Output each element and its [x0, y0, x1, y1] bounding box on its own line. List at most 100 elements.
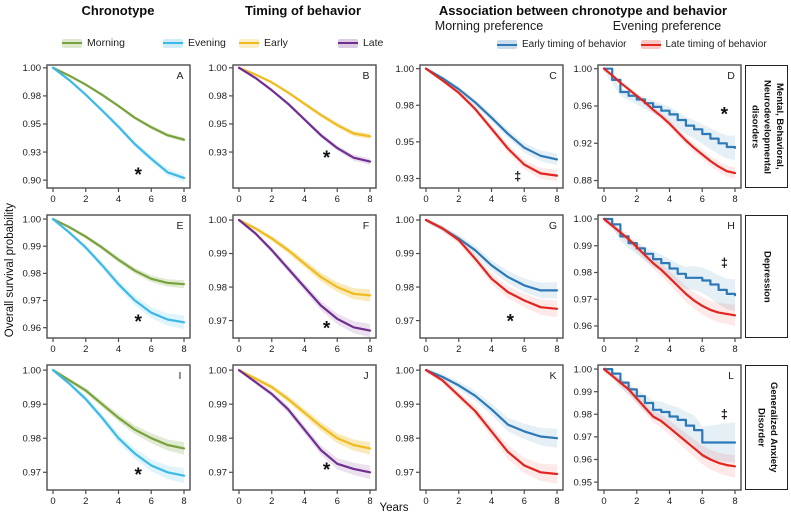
- svg-text:2: 2: [269, 194, 274, 205]
- svg-text:0.98: 0.98: [396, 100, 415, 111]
- svg-text:8: 8: [181, 496, 186, 507]
- svg-text:1.00: 1.00: [209, 63, 228, 74]
- svg-text:4: 4: [489, 496, 494, 507]
- svg-text:8: 8: [732, 496, 737, 507]
- legend-label-late: Late: [362, 37, 384, 49]
- svg-text:E: E: [176, 220, 183, 232]
- svg-text:0.95: 0.95: [574, 477, 593, 488]
- svg-text:1.00: 1.00: [574, 64, 593, 75]
- svg-text:0.98: 0.98: [23, 91, 42, 102]
- legend-item-morning: Morning: [62, 37, 125, 49]
- svg-text:*: *: [507, 312, 515, 333]
- survival-chart-K: 1.00 0.99 0.98 0.97 0 2 4 6 8 K: [396, 364, 564, 507]
- survival-chart-H: 1.00 0.99 0.98 0.97 0.96 0 2 4 6 8 H ‡: [574, 214, 742, 355]
- late-timing-line-swatch: [640, 40, 661, 49]
- legend-label-morning: Morning: [87, 37, 125, 49]
- evening-line-swatch: [162, 38, 183, 48]
- svg-text:0: 0: [50, 496, 55, 507]
- panel-L: 1.00 0.99 0.98 0.97 0.96 0.95 0 2 4 6 8 L ‡: [564, 359, 746, 513]
- svg-text:0.99: 0.99: [396, 399, 415, 410]
- svg-text:*: *: [323, 460, 331, 481]
- survival-chart-F: 1.00 0.99 0.98 0.97 0 2 4 6 8 F *: [209, 214, 377, 355]
- svg-text:0.96: 0.96: [23, 323, 42, 334]
- legend-chronotype: Morning Evening: [62, 37, 226, 49]
- svg-text:0.97: 0.97: [396, 316, 415, 327]
- svg-text:‡: ‡: [514, 169, 521, 183]
- svg-text:0.93: 0.93: [23, 147, 42, 158]
- svg-text:6: 6: [335, 344, 340, 355]
- svg-text:‡: ‡: [721, 256, 728, 270]
- svg-text:0.99: 0.99: [209, 249, 228, 260]
- svg-text:0.93: 0.93: [396, 174, 415, 185]
- survival-chart-A: 1.00 0.98 0.95 0.93 0.90 0 2 4 6 8 A *: [23, 63, 191, 205]
- row-label-depression: Depression: [745, 215, 788, 338]
- svg-text:F: F: [363, 220, 369, 232]
- panel-A: 1.00 0.98 0.95 0.93 0.90 0 2 4 6 8 A *: [13, 59, 195, 211]
- svg-text:0: 0: [236, 496, 241, 507]
- late-line-swatch: [337, 38, 358, 48]
- svg-text:8: 8: [367, 194, 372, 205]
- early-timing-line-swatch: [497, 40, 517, 49]
- row-label-generalized-anxiety: Generalized Anxiety Disorder: [745, 365, 788, 490]
- svg-text:2: 2: [456, 194, 461, 205]
- svg-text:*: *: [134, 465, 142, 486]
- svg-text:2: 2: [634, 194, 639, 205]
- svg-text:0.99: 0.99: [396, 249, 415, 260]
- subtitle-evening-preference: Evening preference: [612, 19, 722, 33]
- svg-text:2: 2: [83, 344, 88, 355]
- svg-text:8: 8: [367, 496, 372, 507]
- svg-text:0.97: 0.97: [23, 467, 42, 478]
- svg-text:1.00: 1.00: [209, 365, 228, 376]
- svg-text:1.00: 1.00: [23, 63, 42, 74]
- svg-text:2: 2: [634, 496, 639, 507]
- svg-text:C: C: [549, 70, 557, 82]
- svg-text:I: I: [179, 370, 182, 382]
- svg-text:*: *: [721, 104, 729, 125]
- svg-text:6: 6: [522, 344, 527, 355]
- svg-text:1.00: 1.00: [574, 364, 593, 375]
- legend-item-late-timing: Late timing of behavior: [640, 39, 767, 50]
- panel-G: 1.00 0.99 0.98 0.97 0 2 4 6 8 G *: [386, 209, 568, 361]
- svg-text:0: 0: [50, 194, 55, 205]
- panel-J: 1.00 0.99 0.98 0.97 0 2 4 6 8 J *: [199, 359, 381, 513]
- legend-item-early-timing: Early timing of behavior: [497, 39, 627, 50]
- svg-text:‡: ‡: [721, 407, 728, 421]
- legend-item-evening: Evening: [162, 37, 226, 49]
- svg-text:0.98: 0.98: [574, 409, 593, 420]
- svg-text:0.97: 0.97: [574, 432, 593, 443]
- morning-line-swatch: [62, 38, 82, 48]
- svg-text:0.99: 0.99: [23, 241, 42, 252]
- svg-text:6: 6: [335, 194, 340, 205]
- svg-text:0.90: 0.90: [23, 175, 42, 186]
- svg-text:0.97: 0.97: [574, 294, 593, 305]
- svg-text:0.95: 0.95: [209, 119, 228, 130]
- svg-text:0.98: 0.98: [209, 282, 228, 293]
- svg-text:0.93: 0.93: [209, 147, 228, 158]
- svg-text:6: 6: [149, 496, 154, 507]
- svg-text:0.95: 0.95: [396, 137, 415, 148]
- svg-text:1.00: 1.00: [23, 365, 42, 376]
- svg-text:*: *: [323, 148, 331, 169]
- legend-item-early: Early: [239, 37, 288, 49]
- panel-K: 1.00 0.99 0.98 0.97 0 2 4 6 8 K: [386, 359, 568, 513]
- svg-text:6: 6: [149, 344, 154, 355]
- svg-text:6: 6: [700, 344, 705, 355]
- svg-text:4: 4: [116, 496, 121, 507]
- svg-text:6: 6: [522, 496, 527, 507]
- survival-chart-C: 1.00 0.98 0.95 0.93 0 2 4 6 8 C ‡: [396, 64, 564, 205]
- svg-text:0: 0: [601, 344, 606, 355]
- svg-text:6: 6: [700, 496, 705, 507]
- svg-text:0: 0: [423, 344, 428, 355]
- svg-text:0: 0: [236, 194, 241, 205]
- svg-text:A: A: [176, 70, 183, 82]
- svg-text:0.98: 0.98: [209, 433, 228, 444]
- subtitle-morning-preference: Morning preference: [434, 19, 544, 33]
- svg-text:6: 6: [700, 194, 705, 205]
- svg-text:0.99: 0.99: [574, 241, 593, 252]
- legend-label-evening: Evening: [187, 37, 226, 49]
- svg-text:0.96: 0.96: [574, 321, 593, 332]
- panel-C: 1.00 0.98 0.95 0.93 0 2 4 6 8 C ‡: [386, 59, 568, 211]
- svg-text:0.98: 0.98: [23, 269, 42, 280]
- svg-text:4: 4: [302, 344, 307, 355]
